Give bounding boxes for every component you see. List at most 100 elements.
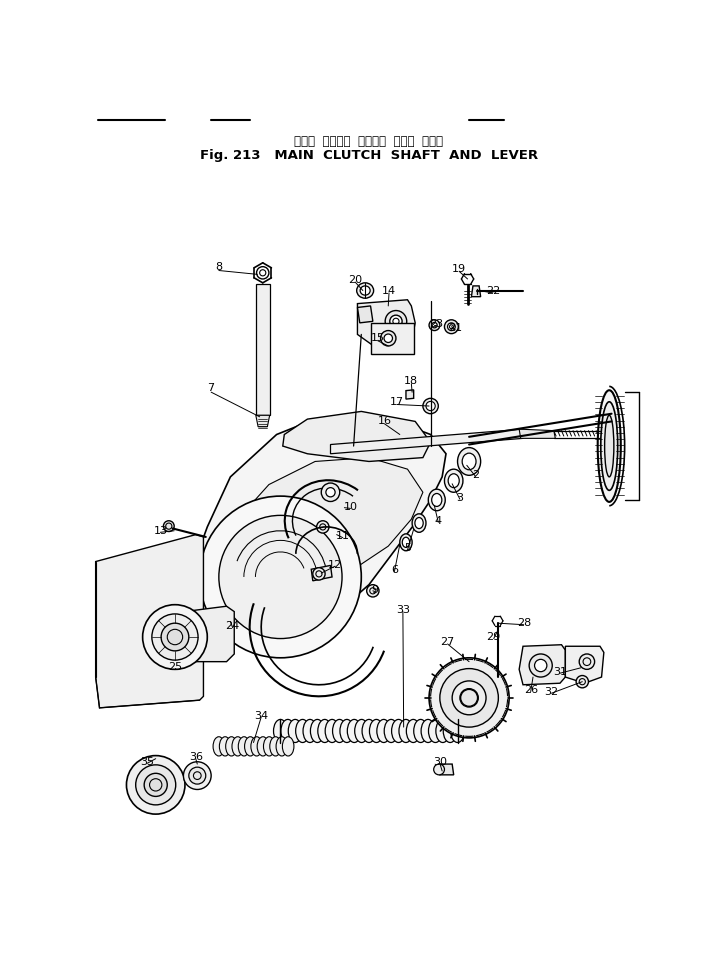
- Polygon shape: [180, 415, 446, 643]
- Text: 8: 8: [215, 262, 222, 272]
- Circle shape: [452, 681, 486, 715]
- Circle shape: [219, 515, 342, 639]
- Ellipse shape: [318, 719, 332, 742]
- Text: 33: 33: [396, 605, 410, 615]
- Ellipse shape: [428, 719, 442, 742]
- Text: 17: 17: [390, 398, 404, 407]
- Text: Fig. 213   MAIN  CLUTCH  SHAFT  AND  LEVER: Fig. 213 MAIN CLUTCH SHAFT AND LEVER: [200, 148, 538, 162]
- Text: 34: 34: [254, 711, 269, 720]
- Text: 24: 24: [225, 621, 240, 631]
- Text: 27: 27: [441, 637, 454, 648]
- Circle shape: [152, 614, 198, 660]
- Polygon shape: [330, 429, 523, 454]
- Ellipse shape: [605, 415, 614, 477]
- Text: 16: 16: [377, 417, 392, 426]
- Ellipse shape: [448, 323, 455, 331]
- Polygon shape: [519, 429, 555, 439]
- Circle shape: [576, 675, 588, 688]
- Ellipse shape: [340, 719, 354, 742]
- Circle shape: [429, 658, 509, 738]
- Ellipse shape: [412, 513, 426, 533]
- Ellipse shape: [220, 737, 231, 756]
- Text: 23: 23: [429, 319, 443, 329]
- Polygon shape: [178, 606, 234, 662]
- Ellipse shape: [598, 390, 621, 502]
- Ellipse shape: [384, 334, 392, 343]
- Circle shape: [433, 764, 444, 775]
- Text: メイン  クラッチ  シャフト  および  レバー: メイン クラッチ シャフト および レバー: [294, 135, 444, 148]
- Ellipse shape: [414, 719, 428, 742]
- Ellipse shape: [415, 517, 423, 529]
- Text: 29: 29: [487, 632, 501, 642]
- Ellipse shape: [296, 719, 310, 742]
- Ellipse shape: [288, 719, 302, 742]
- Circle shape: [423, 399, 438, 414]
- Ellipse shape: [257, 737, 269, 756]
- Ellipse shape: [436, 719, 450, 742]
- Ellipse shape: [444, 719, 457, 742]
- Ellipse shape: [238, 737, 250, 756]
- Circle shape: [426, 401, 435, 411]
- Polygon shape: [283, 411, 431, 462]
- Polygon shape: [256, 285, 270, 415]
- Text: 19: 19: [452, 264, 466, 274]
- Ellipse shape: [451, 719, 464, 742]
- Ellipse shape: [448, 474, 459, 488]
- Polygon shape: [519, 645, 565, 685]
- Text: 7: 7: [207, 383, 215, 394]
- Text: 21: 21: [448, 323, 462, 333]
- Circle shape: [534, 659, 547, 672]
- Circle shape: [143, 604, 207, 670]
- Ellipse shape: [333, 719, 346, 742]
- Ellipse shape: [347, 719, 361, 742]
- Ellipse shape: [390, 315, 402, 328]
- Circle shape: [440, 669, 498, 727]
- Ellipse shape: [213, 737, 225, 756]
- Ellipse shape: [276, 737, 287, 756]
- Ellipse shape: [429, 320, 440, 331]
- Circle shape: [127, 756, 185, 814]
- Ellipse shape: [385, 310, 407, 332]
- Circle shape: [317, 521, 329, 533]
- Ellipse shape: [282, 737, 294, 756]
- Ellipse shape: [270, 737, 282, 756]
- Ellipse shape: [462, 453, 476, 469]
- Text: 12: 12: [328, 559, 342, 570]
- Text: 6: 6: [391, 565, 398, 575]
- Circle shape: [144, 773, 167, 796]
- Circle shape: [326, 488, 335, 497]
- Text: 22: 22: [486, 285, 500, 295]
- Circle shape: [161, 623, 189, 650]
- Polygon shape: [256, 415, 270, 427]
- Bar: [372, 323, 414, 354]
- Ellipse shape: [251, 737, 262, 756]
- Ellipse shape: [369, 719, 383, 742]
- Text: 9: 9: [372, 585, 379, 595]
- Ellipse shape: [325, 719, 339, 742]
- Text: 30: 30: [433, 757, 447, 766]
- Polygon shape: [357, 300, 415, 354]
- Polygon shape: [357, 306, 373, 323]
- Ellipse shape: [444, 469, 463, 492]
- Ellipse shape: [232, 737, 243, 756]
- Polygon shape: [96, 535, 204, 708]
- Ellipse shape: [428, 490, 445, 511]
- Text: 32: 32: [544, 687, 559, 696]
- Circle shape: [366, 584, 379, 597]
- Ellipse shape: [281, 719, 294, 742]
- Circle shape: [312, 568, 325, 580]
- Polygon shape: [565, 647, 604, 683]
- Text: 11: 11: [336, 531, 350, 541]
- Text: 35: 35: [140, 757, 154, 766]
- Ellipse shape: [225, 737, 237, 756]
- Ellipse shape: [457, 447, 481, 475]
- Text: 2: 2: [472, 469, 479, 480]
- Text: 13: 13: [153, 526, 167, 536]
- Text: 5: 5: [404, 543, 411, 554]
- Ellipse shape: [402, 537, 410, 547]
- Ellipse shape: [392, 719, 405, 742]
- Text: 14: 14: [382, 285, 396, 295]
- Circle shape: [135, 764, 176, 805]
- Polygon shape: [311, 565, 332, 581]
- Ellipse shape: [432, 323, 437, 328]
